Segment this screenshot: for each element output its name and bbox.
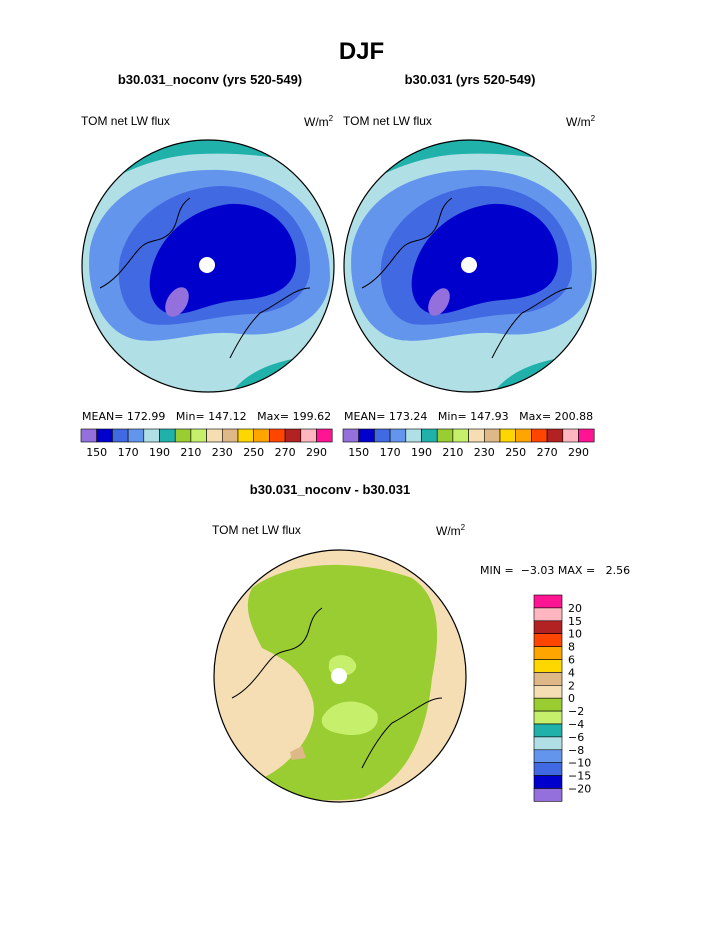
colorbar-swatch [342,428,359,443]
colorbar-swatch [499,428,516,443]
diff-units: W/m2 [436,523,466,538]
colorbar-tick-label: 250 [243,446,264,459]
diff-polar-map [213,549,467,803]
colorbar-swatch [533,620,563,634]
colorbar-tick-label: 170 [118,446,139,459]
panel-2-polar-map [343,139,597,393]
colorbar-tick-label: 2 [568,679,575,692]
colorbar-tick-label: −2 [568,705,584,718]
colorbar-tick-label: 290 [306,446,327,459]
colorbar-tick-label: 210 [442,446,463,459]
colorbar-tick-label: 230 [474,446,495,459]
colorbar-tick-label: −10 [568,757,591,770]
panel-2-case-title: b30.031 (yrs 520-549) [404,72,536,87]
colorbar-tick-label: 4 [568,666,575,679]
colorbar-tick-label: −20 [568,783,591,796]
panel-1-units: W/m2 [304,114,334,129]
colorbar-swatch [269,428,286,443]
colorbar-tick-label: 250 [505,446,526,459]
colorbar-swatch [174,428,192,443]
colorbar-swatch [143,428,160,443]
colorbar-swatch [436,428,454,443]
colorbar-swatch [533,633,563,647]
colorbar-swatch [533,594,563,609]
colorbar-tick-label: 150 [348,446,369,459]
colorbar-swatch [421,428,438,443]
panel-2-stats: MEAN= 173.24 Min= 147.93 Max= 200.88 [344,410,594,423]
colorbar-swatch [468,428,485,443]
colorbar-swatch [112,428,129,443]
colorbar-swatch [515,428,532,443]
colorbar-swatch [284,428,302,443]
colorbar-swatch [533,723,563,738]
panel-2-colorbar: 150 170 190 210 230 250 270 290 [342,428,595,459]
colorbar-swatch [484,428,501,443]
colorbar-swatch [190,428,207,443]
panel-1-stats: MEAN= 172.99 Min= 147.12 Max= 199.62 [82,410,332,423]
page-title: DJF [338,38,385,65]
colorbar-swatch [533,749,563,764]
colorbar-swatch [531,428,548,443]
colorbar-swatch [206,428,223,443]
colorbar-tick-label: 190 [411,446,432,459]
panel-2-units: W/m2 [566,114,596,129]
colorbar-swatch [253,428,270,443]
colorbar-swatch [374,428,391,443]
colorbar-swatch [127,428,145,443]
colorbar-swatch [405,428,422,443]
colorbar-swatch [80,428,97,443]
colorbar-swatch [562,428,579,443]
panel-2-variable-label: TOM net LW flux [343,114,432,128]
diff-stats: MIN = −3.03 MAX = 2.56 [480,564,631,577]
colorbar-swatch [546,428,564,443]
colorbar-tick-label: 270 [275,446,296,459]
colorbar-tick-label: −15 [568,770,591,783]
colorbar-tick-label: −4 [568,718,584,731]
colorbar-swatch [533,697,563,712]
diff-variable-label: TOM net LW flux [212,523,301,537]
colorbar-swatch [358,428,375,443]
colorbar-tick-label: 170 [380,446,401,459]
colorbar-swatch [222,428,239,443]
colorbar-swatch [533,710,563,725]
colorbar-swatch [578,428,595,443]
colorbar-tick-label: 270 [537,446,558,459]
colorbar-tick-label: 10 [568,628,582,641]
colorbar-swatch [533,646,563,660]
panel-1-case-title: b30.031_noconv (yrs 520-549) [117,72,303,87]
colorbar-tick-label: 6 [568,654,575,667]
colorbar-tick-label: −8 [568,744,584,757]
colorbar-swatch [533,775,563,789]
colorbar-tick-label: 190 [149,446,170,459]
colorbar-tick-label: 230 [212,446,233,459]
colorbar-swatch [533,736,563,751]
diff-panel-title: b30.031_noconv - b30.031 [249,482,411,497]
colorbar-swatch [533,672,563,686]
colorbar-tick-label: 15 [568,615,582,628]
colorbar-swatch [452,428,469,443]
panel-1-colorbar: 150 170 190 210 230 250 270 290 [80,428,333,459]
colorbar-swatch [533,659,563,673]
colorbar-swatch [533,788,563,802]
panel-1-polar-map [81,139,335,393]
colorbar-swatch [237,428,254,443]
colorbar-tick-label: 150 [86,446,107,459]
colorbar-tick-label: 210 [180,446,201,459]
colorbar-swatch [533,762,563,776]
panel-1-variable-label: TOM net LW flux [81,114,170,128]
colorbar-tick-label: 20 [568,602,582,615]
colorbar-swatch [533,607,563,622]
colorbar-swatch [533,685,563,699]
colorbar-swatch [300,428,317,443]
colorbar-swatch [159,428,176,443]
colorbar-tick-label: 8 [568,641,575,654]
colorbar-tick-label: 0 [568,692,575,705]
colorbar-tick-label: 290 [568,446,589,459]
colorbar-tick-label: −6 [568,731,584,744]
colorbar-swatch [316,428,333,443]
colorbar-swatch [96,428,113,443]
colorbar-swatch [389,428,407,443]
